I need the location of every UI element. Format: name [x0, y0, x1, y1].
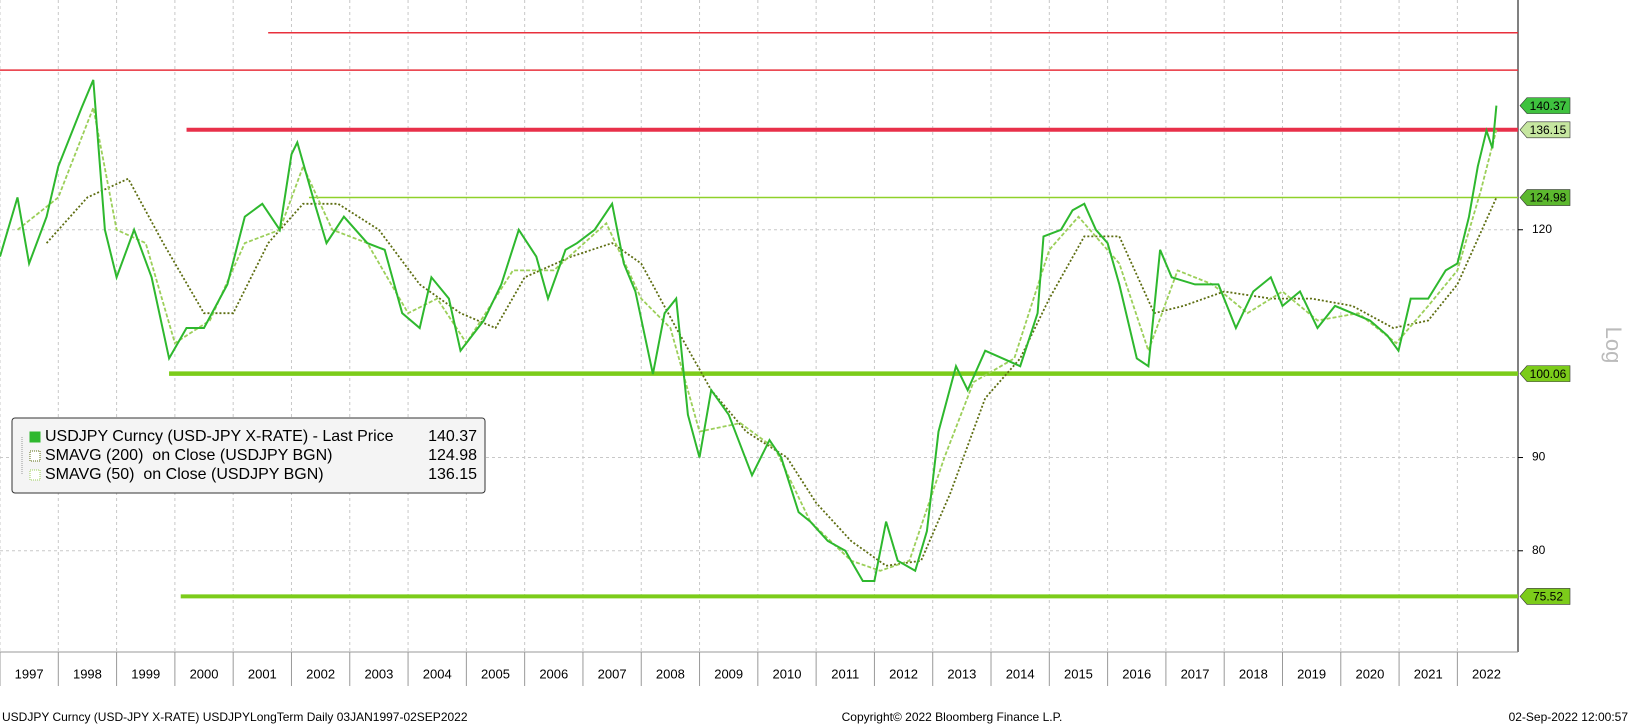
axis-label: Log	[1601, 327, 1626, 364]
x-tick-label: 2007	[598, 666, 627, 681]
legend-label: SMAVG (50) on Close (USDJPY BGN)	[45, 466, 324, 483]
x-tick-label: 2005	[481, 666, 510, 681]
price-tag-label: 75.52	[1533, 590, 1563, 604]
x-tick-label: 2004	[423, 666, 452, 681]
price-tag-label: 136.15	[1530, 123, 1567, 137]
x-tick-label: 2011	[831, 666, 859, 681]
x-tick-label: 2018	[1239, 666, 1268, 681]
x-tick-label: 2020	[1355, 666, 1384, 681]
price-tag	[1519, 588, 1571, 605]
footer-center: Copyright© 2022 Bloomberg Finance L.P.	[842, 710, 1063, 724]
price-tag-label: 100.06	[1530, 367, 1567, 381]
legend-swatch	[29, 431, 41, 443]
legend-value: 140.37	[428, 428, 477, 445]
price-tag	[1519, 365, 1571, 382]
x-tick-label: 2015	[1064, 666, 1093, 681]
x-tick-label: 2016	[1122, 666, 1151, 681]
footer-left: USDJPY Curncy (USD-JPY X-RATE) USDJPYLon…	[2, 710, 468, 724]
legend-label: SMAVG (200) on Close (USDJPY BGN)	[45, 447, 333, 464]
x-tick-label: 2000	[190, 666, 219, 681]
x-tick-label: 2006	[539, 666, 568, 681]
x-tick-label: 1999	[131, 666, 160, 681]
price-tag	[1519, 97, 1571, 114]
footer-right: 02-Sep-2022 12:00:57	[1509, 710, 1629, 724]
x-tick-label: 2009	[714, 666, 743, 681]
legend-value: 136.15	[428, 466, 477, 483]
x-tick-label: 2017	[1181, 666, 1210, 681]
legend: USDJPY Curncy (USD-JPY X-RATE) - Last Pr…	[11, 417, 486, 494]
y-tick-label: 80	[1532, 543, 1546, 557]
price-tag-label: 124.98	[1530, 191, 1567, 205]
legend-value: 124.98	[428, 447, 477, 464]
price-tag	[1519, 121, 1571, 139]
x-tick-label: 1998	[73, 666, 102, 681]
x-tick-label: 2021	[1414, 666, 1443, 681]
y-tick-label: 120	[1532, 222, 1552, 236]
x-tick-label: 2013	[947, 666, 976, 681]
x-tick-label: 2014	[1006, 666, 1035, 681]
series-line	[45, 177, 1498, 567]
x-tick-label: 2003	[364, 666, 393, 681]
price-tag	[1519, 189, 1571, 206]
x-tick-label: 2002	[306, 666, 335, 681]
legend-swatch	[29, 469, 41, 481]
x-tick-label: 2001	[248, 666, 277, 681]
x-tick-label: 2022	[1472, 666, 1501, 681]
price-tag-label: 140.37	[1530, 99, 1567, 113]
series-line	[0, 79, 1498, 582]
legend-swatch	[29, 450, 41, 462]
legend-label: USDJPY Curncy (USD-JPY X-RATE) - Last Pr…	[45, 428, 394, 445]
legend-box	[11, 417, 486, 494]
y-tick-label: 90	[1532, 450, 1546, 464]
x-tick-label: 2010	[773, 666, 802, 681]
x-tick-label: 2019	[1297, 666, 1326, 681]
x-tick-label: 2012	[889, 666, 918, 681]
x-tick-label: 2008	[656, 666, 685, 681]
x-tick-label: 1997	[15, 666, 44, 681]
